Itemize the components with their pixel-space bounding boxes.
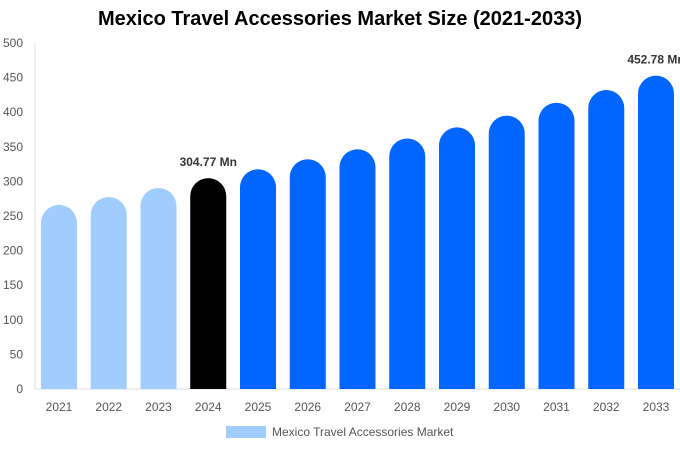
- y-tick-label: 50: [10, 347, 24, 361]
- bar-2033[interactable]: [638, 75, 674, 389]
- y-tick-label: 350: [3, 140, 23, 154]
- y-tick-label: 300: [3, 174, 23, 188]
- y-tick-label: 250: [3, 209, 23, 223]
- x-tick-label: 2033: [643, 400, 670, 414]
- x-tick-label: 2027: [344, 400, 371, 414]
- y-tick-label: 0: [16, 382, 23, 396]
- y-tick-label: 400: [3, 105, 23, 119]
- legend-label: Mexico Travel Accessories Market: [272, 425, 454, 439]
- x-tick-label: 2024: [195, 400, 222, 414]
- y-tick-label: 500: [3, 36, 23, 50]
- bar-2030[interactable]: [488, 115, 525, 389]
- x-tick-label: 2026: [294, 400, 321, 414]
- bar-2029[interactable]: [439, 127, 475, 389]
- y-tick-label: 200: [3, 244, 23, 258]
- chart-title: Mexico Travel Accessories Market Size (2…: [98, 8, 582, 30]
- bar-2025[interactable]: [240, 169, 276, 389]
- x-tick-label: 2029: [444, 400, 471, 414]
- x-tick-label: 2023: [145, 400, 172, 414]
- legend[interactable]: Mexico Travel Accessories Market: [226, 425, 453, 439]
- legend-swatch: [226, 426, 266, 438]
- x-tick-label: 2021: [46, 400, 73, 414]
- x-tick-label: 2022: [95, 400, 122, 414]
- bar-2028[interactable]: [389, 138, 426, 389]
- bar-2026[interactable]: [289, 159, 326, 389]
- y-tick-label: 100: [3, 313, 23, 327]
- x-tick-label: 2032: [593, 400, 620, 414]
- bar-2027[interactable]: [339, 149, 376, 389]
- bar-2031[interactable]: [538, 102, 575, 389]
- data-label: 452.78 Mn: [627, 53, 680, 67]
- bar-chart: 0 50 100 150 200 250 300 350 400 450 500 2021 2022 20…: [3, 36, 680, 414]
- x-tick-label: 2030: [493, 400, 520, 414]
- bar-2024[interactable]: [190, 178, 227, 389]
- bar-2032[interactable]: [588, 90, 625, 390]
- bar-2021[interactable]: [41, 204, 77, 389]
- data-label: 304.77 Mn: [180, 155, 237, 169]
- x-tick-label: 2025: [245, 400, 272, 414]
- x-tick-label: 2031: [543, 400, 570, 414]
- y-tick-label: 450: [3, 71, 23, 85]
- x-tick-label: 2028: [394, 400, 421, 414]
- bar-2023[interactable]: [140, 187, 177, 389]
- y-tick-label: 150: [3, 278, 23, 292]
- bar-2022[interactable]: [90, 196, 127, 389]
